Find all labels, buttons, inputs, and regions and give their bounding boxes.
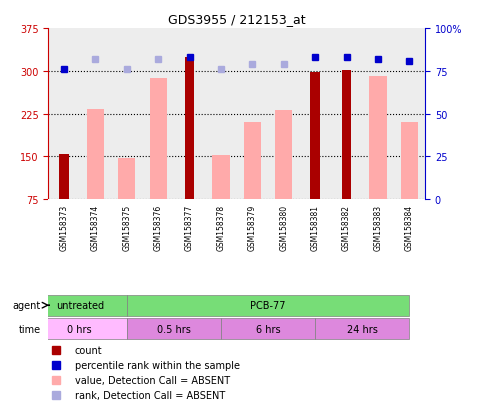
Text: GSM158384: GSM158384 bbox=[405, 204, 414, 250]
Bar bbox=[401, 123, 418, 200]
FancyBboxPatch shape bbox=[221, 318, 315, 339]
Bar bbox=[362, 29, 394, 200]
Bar bbox=[87, 110, 104, 200]
Text: GSM158383: GSM158383 bbox=[373, 204, 383, 250]
Text: percentile rank within the sample: percentile rank within the sample bbox=[75, 360, 240, 370]
Bar bbox=[275, 110, 292, 200]
Text: GSM158376: GSM158376 bbox=[154, 204, 163, 251]
Text: GSM158381: GSM158381 bbox=[311, 204, 320, 250]
Bar bbox=[213, 156, 229, 200]
Bar bbox=[342, 71, 351, 200]
Bar bbox=[118, 158, 135, 200]
Text: count: count bbox=[75, 345, 102, 355]
Title: GDS3955 / 212153_at: GDS3955 / 212153_at bbox=[168, 13, 305, 26]
Bar bbox=[150, 79, 167, 200]
Text: untreated: untreated bbox=[56, 300, 104, 311]
FancyBboxPatch shape bbox=[33, 295, 127, 316]
Bar bbox=[394, 29, 425, 200]
Bar bbox=[80, 29, 111, 200]
Bar bbox=[142, 29, 174, 200]
Bar bbox=[268, 29, 299, 200]
Text: GSM158374: GSM158374 bbox=[91, 204, 100, 251]
Bar bbox=[299, 29, 331, 200]
Text: 0.5 hrs: 0.5 hrs bbox=[157, 324, 191, 334]
Bar bbox=[205, 29, 237, 200]
Text: GSM158375: GSM158375 bbox=[122, 204, 131, 251]
Text: 0 hrs: 0 hrs bbox=[68, 324, 92, 334]
Text: value, Detection Call = ABSENT: value, Detection Call = ABSENT bbox=[75, 375, 230, 385]
Text: GSM158382: GSM158382 bbox=[342, 204, 351, 250]
Bar bbox=[331, 29, 362, 200]
Text: PCB-77: PCB-77 bbox=[250, 300, 286, 311]
Text: GSM158377: GSM158377 bbox=[185, 204, 194, 251]
Text: time: time bbox=[19, 324, 41, 334]
FancyBboxPatch shape bbox=[127, 295, 410, 316]
Bar bbox=[244, 123, 261, 200]
Text: GSM158373: GSM158373 bbox=[59, 204, 69, 251]
Bar bbox=[237, 29, 268, 200]
Text: GSM158379: GSM158379 bbox=[248, 204, 257, 251]
FancyBboxPatch shape bbox=[127, 318, 221, 339]
Bar bbox=[311, 73, 320, 200]
Bar bbox=[174, 29, 205, 200]
Text: rank, Detection Call = ABSENT: rank, Detection Call = ABSENT bbox=[75, 390, 225, 400]
Text: agent: agent bbox=[13, 300, 41, 311]
Bar bbox=[185, 57, 194, 200]
Bar bbox=[369, 77, 386, 200]
FancyBboxPatch shape bbox=[315, 318, 410, 339]
Bar bbox=[48, 29, 80, 200]
Text: GSM158380: GSM158380 bbox=[279, 204, 288, 250]
Bar bbox=[59, 154, 69, 200]
FancyBboxPatch shape bbox=[33, 318, 127, 339]
Text: 24 hrs: 24 hrs bbox=[347, 324, 378, 334]
Text: GSM158378: GSM158378 bbox=[216, 204, 226, 250]
Text: 6 hrs: 6 hrs bbox=[256, 324, 280, 334]
Bar bbox=[111, 29, 142, 200]
